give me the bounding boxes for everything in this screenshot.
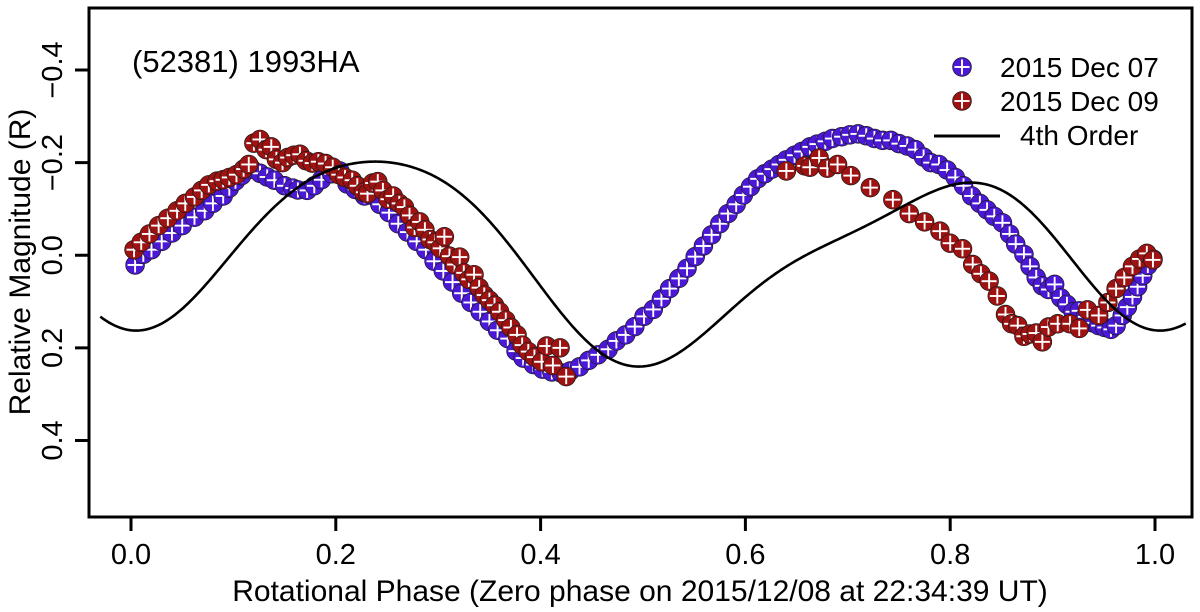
data-point (1032, 332, 1053, 352)
chart-legend: 2015 Dec 07 2015 Dec 09 4th Order (934, 52, 1159, 151)
legend-item-dec07[interactable]: 2015 Dec 07 (952, 52, 1159, 83)
data-point (979, 271, 999, 291)
plot-title: (52381) 1993HA (132, 44, 360, 79)
x-tick-label: 0.6 (725, 539, 765, 571)
legend-label-dec07: 2015 Dec 07 (1000, 52, 1159, 83)
y-tick-label: 0.2 (37, 328, 69, 368)
legend-label-fit: 4th Order (1020, 120, 1138, 151)
fourier-fit-curve (99, 160, 1187, 368)
data-point (987, 286, 1008, 306)
data-point (952, 57, 972, 77)
x-axis-ticks (129, 517, 1157, 531)
data-point (449, 247, 470, 267)
legend-label-dec09: 2015 Dec 09 (1000, 86, 1159, 117)
y-axis-tick-labels: −0.4 −0.2 0.0 0.2 0.4 (37, 41, 69, 460)
data-point (841, 165, 861, 186)
data-point (776, 161, 797, 181)
x-tick-label: 0.4 (520, 539, 560, 571)
data-point (899, 203, 919, 224)
y-tick-label: 0.0 (37, 235, 69, 275)
legend-item-fit[interactable]: 4th Order (934, 120, 1138, 151)
data-point (434, 226, 455, 247)
series-2015-dec-09 (124, 129, 1163, 387)
data-point (239, 154, 259, 175)
x-axis-title: Rotational Phase (Zero phase on 2015/12/… (232, 575, 1048, 608)
y-tick-label: −0.4 (37, 41, 69, 98)
data-point (860, 177, 881, 198)
data-point (914, 212, 935, 232)
data-point (550, 338, 570, 358)
x-tick-label: 0.0 (111, 539, 151, 571)
x-tick-label: 0.2 (316, 539, 356, 571)
x-tick-label: 1.0 (1135, 539, 1175, 571)
y-axis-title: Relative Magnitude (R) (4, 109, 37, 416)
x-axis-tick-labels: 0.0 0.2 0.4 0.6 0.8 1.0 (111, 539, 1175, 571)
y-tick-label: −0.2 (37, 134, 69, 191)
y-axis-ticks (75, 68, 89, 442)
data-point (952, 91, 972, 111)
data-point (1069, 318, 1089, 339)
circle-plus-icon (952, 57, 972, 77)
data-point (556, 366, 576, 387)
data-point (883, 189, 903, 210)
y-tick-label: 0.4 (37, 420, 69, 460)
x-tick-label: 0.8 (930, 539, 970, 571)
data-point (1143, 250, 1163, 270)
circle-plus-icon (952, 91, 972, 111)
data-point (543, 355, 563, 376)
data-point (827, 154, 848, 175)
plot-frame (87, 6, 1194, 519)
legend-item-dec09[interactable]: 2015 Dec 09 (952, 86, 1159, 117)
data-point (952, 239, 973, 259)
